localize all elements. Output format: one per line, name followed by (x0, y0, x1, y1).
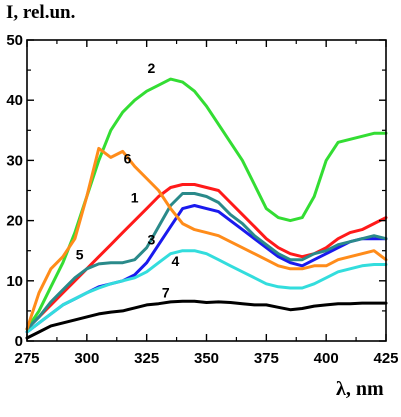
series-line-4 (25, 249, 388, 334)
y-tick-label-40: 40 (6, 92, 23, 109)
series-line-5 (25, 192, 388, 331)
series-line-3 (25, 204, 388, 334)
y-tick-label-20: 20 (6, 213, 23, 230)
series-label-4: 4 (171, 253, 179, 269)
x-tick-label-350: 350 (194, 350, 219, 367)
x-tick-label-375: 375 (254, 350, 279, 367)
x-tick-label-275: 275 (14, 350, 39, 367)
y-tick-label-10: 10 (6, 273, 23, 290)
y-axis-label: I, rel.un. (6, 2, 76, 23)
y-tick-label-30: 30 (6, 152, 23, 169)
series-line-7 (25, 299, 388, 340)
x-tick-label-300: 300 (74, 350, 99, 367)
x-tick-label-400: 400 (314, 350, 339, 367)
series-label-6: 6 (124, 150, 132, 166)
series-label-7: 7 (162, 285, 170, 301)
x-tick-label-325: 325 (134, 350, 159, 367)
series-line-6 (25, 146, 388, 331)
series-label-3: 3 (148, 232, 156, 248)
x-axis-label: λ, nm (336, 378, 384, 400)
series-label-1: 1 (131, 190, 139, 206)
y-tick-label-0: 0 (15, 333, 23, 350)
series-label-5: 5 (76, 247, 84, 263)
x-tick-label-425: 425 (373, 350, 398, 367)
series-line-2 (25, 77, 388, 331)
series-layer (25, 77, 388, 340)
y-tick-label-50: 50 (6, 32, 23, 49)
series-label-2: 2 (148, 60, 156, 76)
labels-layer: 1 2 34 5 6 7 (76, 60, 180, 301)
